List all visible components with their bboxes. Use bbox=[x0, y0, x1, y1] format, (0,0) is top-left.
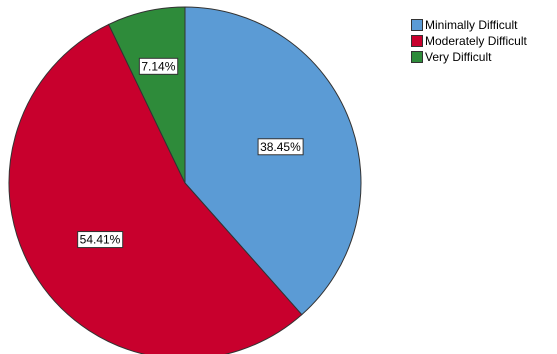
data-label-text-moderately-difficult: 54.41% bbox=[80, 233, 121, 247]
legend-item-moderately-difficult: Moderately Difficult bbox=[411, 33, 557, 48]
data-label-minimally-difficult: 38.45% bbox=[257, 138, 304, 156]
chart-legend: Minimally Difficult Moderately Difficult… bbox=[411, 17, 557, 65]
legend-item-minimally-difficult: Minimally Difficult bbox=[411, 17, 557, 32]
legend-item-very-difficult: Very Difficult bbox=[411, 49, 557, 64]
data-label-box-very-difficult bbox=[138, 57, 179, 75]
legend-swatch-moderately-difficult bbox=[411, 34, 423, 47]
data-label-text-minimally-difficult: 38.45% bbox=[260, 140, 301, 154]
pie-slice-minimally-difficult bbox=[184, 6, 362, 316]
legend-label-very-difficult: Very Difficult bbox=[425, 49, 492, 64]
pie-slices bbox=[8, 6, 362, 354]
data-label-text-very-difficult: 7.14% bbox=[141, 59, 175, 73]
legend-swatch-minimally-difficult bbox=[411, 18, 423, 31]
legend-label-minimally-difficult: Minimally Difficult bbox=[425, 17, 518, 32]
pie-slice-very-difficult bbox=[107, 6, 186, 184]
data-label-box-minimally-difficult bbox=[257, 138, 304, 156]
data-label-moderately-difficult: 54.41% bbox=[77, 231, 124, 249]
legend-swatch-very-difficult bbox=[411, 50, 423, 63]
pie-data-labels: 38.45% 54.41% 7.14% bbox=[77, 57, 304, 249]
legend-label-moderately-difficult: Moderately Difficult bbox=[425, 33, 527, 48]
data-label-box-moderately-difficult bbox=[77, 231, 124, 249]
data-label-very-difficult: 7.14% bbox=[138, 57, 179, 75]
